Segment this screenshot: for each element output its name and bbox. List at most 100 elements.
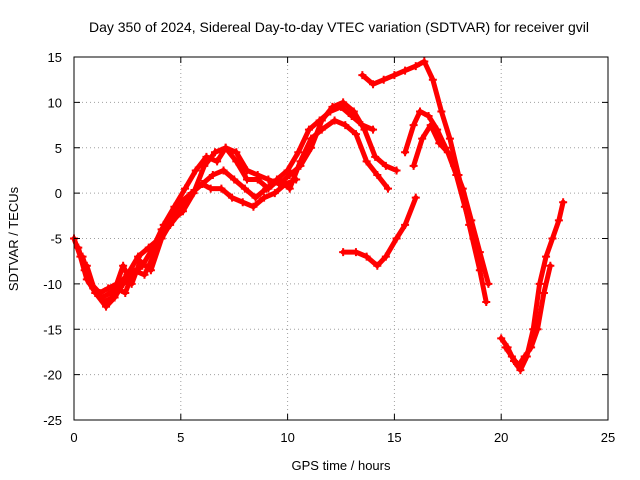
data-point [328,102,337,111]
y-tick-label: -5 [50,232,62,247]
data-series-8 [411,122,476,241]
data-point [497,334,506,343]
data-point [253,170,262,179]
data-series-4 [84,177,299,310]
data-point [240,184,249,193]
data-point [78,252,87,261]
data-point [106,288,115,297]
data-point [383,184,392,193]
data-point [304,125,313,134]
data-point [208,170,217,179]
data-point [228,193,237,202]
data-point [198,180,207,189]
data-point [360,125,369,134]
data-point [351,130,360,139]
data-point [74,243,83,252]
y-tick-label: 5 [55,141,62,156]
data-point [270,189,279,198]
data-point [469,234,478,243]
data-point [134,252,143,261]
data-point [217,184,226,193]
data-point [373,170,382,179]
data-point [230,175,239,184]
x-axis-label: GPS time / hours [292,458,391,473]
data-point [539,288,548,297]
data-point [127,270,136,279]
data-point [409,121,418,130]
data-point [401,220,410,229]
data-point [475,248,484,257]
data-point [507,352,516,361]
data-point [546,261,555,270]
data-point [424,111,433,120]
data-point [281,180,290,189]
data-point [104,284,113,293]
data-point [371,152,380,161]
y-tick-label: 15 [48,50,62,65]
y-tick-label: 10 [48,95,62,110]
data-point [232,148,241,157]
y-tick-label: -10 [43,277,62,292]
data-point [168,211,177,220]
data-point [102,302,111,311]
data-point [401,148,410,157]
data-point [484,279,493,288]
data-point [110,293,119,302]
y-tick-label: -20 [43,368,62,383]
data-point [339,98,348,107]
x-tick-label: 20 [494,430,508,445]
data-point [251,193,260,202]
data-point [460,202,469,211]
data-point [428,75,437,84]
x-tick-label: 25 [601,430,615,445]
data-point [213,157,222,166]
data-point [149,243,158,252]
data-point [349,107,358,116]
axis-ticks: 0 5 10 15 20 25 -25 -20 -15 -10 -5 0 5 10 15 [43,50,615,445]
data-point [260,193,269,202]
data-point [392,234,401,243]
data-point [411,193,420,202]
data-point [445,134,454,143]
data-point [535,279,544,288]
data-point [140,270,149,279]
data-point [416,107,425,116]
y-tick-label: -25 [43,413,62,428]
x-tick-label: 5 [177,430,184,445]
data-point [200,161,209,170]
data-series [70,57,568,375]
data-point [426,121,435,130]
x-tick-label: 10 [280,430,294,445]
data-point [435,139,444,148]
data-point [351,248,360,257]
data-point [119,279,128,288]
data-point [520,352,529,361]
data-point [264,184,273,193]
data-point [181,184,190,193]
data-point [443,148,452,157]
chart-title: Day 350 of 2024, Sidereal Day-to-day VTE… [89,19,589,35]
data-point [548,234,557,243]
data-point [514,361,523,370]
data-point [381,252,390,261]
data-point [264,175,273,184]
data-point [409,161,418,170]
data-point [121,288,130,297]
data-point [243,175,252,184]
data-point [501,343,510,352]
data-point [330,116,339,125]
data-point [516,366,525,375]
data-point [146,266,155,275]
data-point [219,166,228,175]
x-tick-label: 0 [70,430,77,445]
y-tick-label: 0 [55,186,62,201]
data-point [157,225,166,234]
data-point [362,157,371,166]
data-point [533,325,542,334]
data-point [285,170,294,179]
data-point [307,143,316,152]
data-point [341,121,350,130]
data-point [542,252,551,261]
data-point [373,261,382,270]
